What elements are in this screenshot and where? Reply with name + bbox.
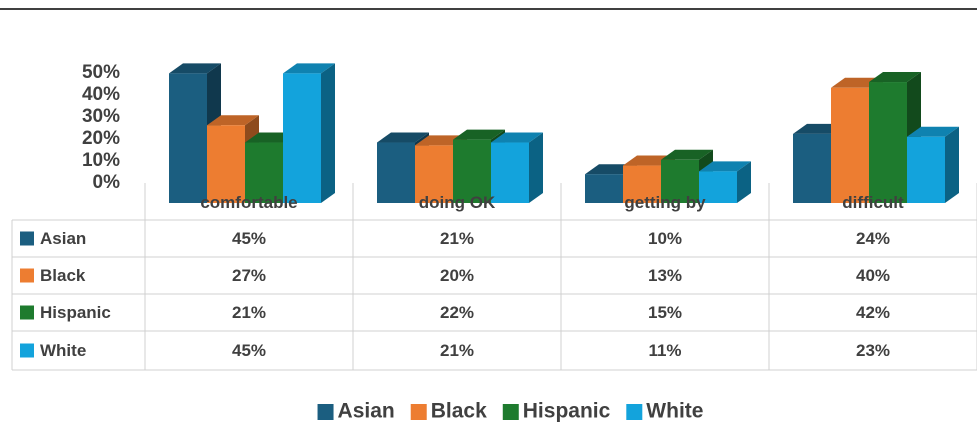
bar-top <box>169 63 221 74</box>
legend-key <box>317 404 334 420</box>
cell-value: 21% <box>232 303 266 322</box>
cell-value: 40% <box>856 266 890 285</box>
bar-front <box>245 142 283 203</box>
bar-front <box>169 73 207 204</box>
legend-key <box>502 404 519 420</box>
bar-top <box>283 63 335 74</box>
bar-front <box>585 174 623 203</box>
bar-top <box>699 161 751 172</box>
cell-value: 10% <box>648 229 682 248</box>
bar-side <box>737 161 751 203</box>
bar-front <box>491 142 529 203</box>
bar-front <box>415 145 453 203</box>
category-label: difficult <box>842 193 904 212</box>
cell-value: 15% <box>648 303 682 322</box>
row-label: Black <box>40 266 86 285</box>
cell-value: 23% <box>856 341 890 360</box>
bar <box>283 63 335 204</box>
bar-front <box>453 139 491 203</box>
bar-top <box>377 132 429 143</box>
bar-top <box>907 126 959 137</box>
legend-key <box>20 305 34 320</box>
y-tick-label: 20% <box>82 128 120 149</box>
bar-top <box>491 132 543 143</box>
category-label: comfortable <box>200 193 297 212</box>
bar <box>907 126 959 203</box>
bar <box>491 132 543 203</box>
y-tick-label: 40% <box>82 84 120 105</box>
row-label: White <box>40 341 86 360</box>
bar-top <box>453 129 505 140</box>
cell-value: 24% <box>856 229 890 248</box>
cell-value: 22% <box>440 303 474 322</box>
cell-value: 45% <box>232 341 266 360</box>
row-label: Hispanic <box>40 303 111 322</box>
legend-label: Hispanic <box>523 400 611 423</box>
cell-value: 42% <box>856 303 890 322</box>
bar <box>699 161 751 203</box>
cell-value: 45% <box>232 229 266 248</box>
bar-side <box>321 63 335 204</box>
bar-front <box>793 133 831 203</box>
bar-side <box>529 132 543 203</box>
legend-key <box>20 343 34 358</box>
legend-label: White <box>646 400 703 423</box>
category-label: getting by <box>624 193 706 212</box>
y-tick-label: 50% <box>82 62 120 83</box>
legend-key <box>626 404 643 420</box>
bar-front <box>907 136 945 203</box>
bar-front <box>869 82 907 203</box>
y-tick-label: 0% <box>93 172 121 193</box>
bar-front <box>283 73 321 204</box>
legend-key <box>20 231 34 246</box>
bar-front <box>831 87 869 203</box>
cell-value: 27% <box>232 266 266 285</box>
bar-top <box>661 149 713 160</box>
cell-value: 21% <box>440 229 474 248</box>
cell-value: 21% <box>440 341 474 360</box>
cell-value: 11% <box>648 341 681 360</box>
bar-top <box>869 72 921 83</box>
legend-label: Black <box>431 400 487 423</box>
bar-side <box>945 126 959 203</box>
y-tick-label: 30% <box>82 106 120 127</box>
row-label: Asian <box>40 229 86 248</box>
legend-key <box>410 404 427 420</box>
bar-front <box>623 165 661 203</box>
cell-value: 13% <box>648 266 682 285</box>
bar-front <box>661 159 699 203</box>
y-tick-label: 10% <box>82 150 120 171</box>
bar-front <box>377 142 415 203</box>
bar-top <box>207 115 259 126</box>
legend-label: Asian <box>338 400 395 423</box>
bar-front <box>207 125 245 203</box>
category-label: doing OK <box>419 193 496 212</box>
cell-value: 20% <box>440 266 474 285</box>
bar-front <box>699 171 737 203</box>
legend-key <box>20 268 34 283</box>
